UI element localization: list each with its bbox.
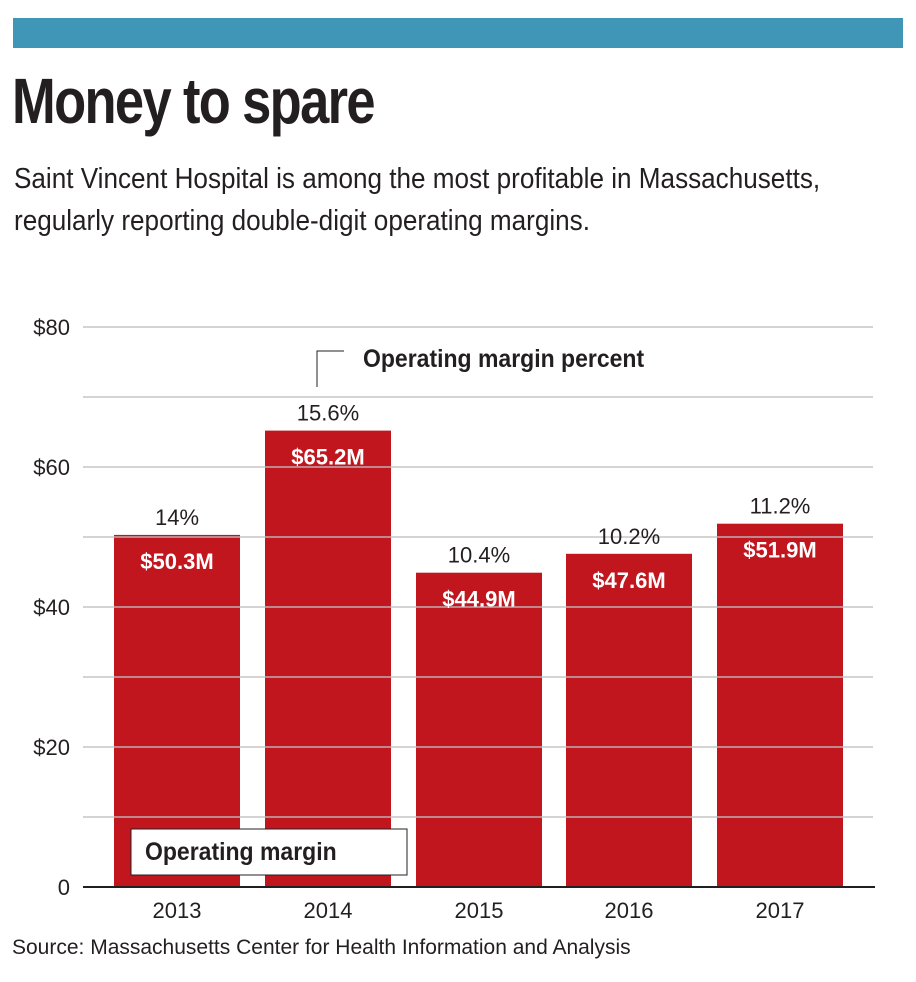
x-tick-label: 2017 <box>756 898 805 923</box>
bar-series-legend: Operating margin <box>130 828 408 876</box>
x-tick-label: 2014 <box>304 898 353 923</box>
percent-label: 11.2% <box>750 494 811 519</box>
y-tick-label: $20 <box>33 735 70 760</box>
y-tick-label: 0 <box>58 875 70 900</box>
gridlines-layer <box>83 326 873 818</box>
y-axis-ticks: 0 $20 $40 $60 $80 <box>33 315 70 900</box>
bar-2013 <box>114 534 240 887</box>
percent-label: 10.2% <box>598 524 660 549</box>
bars-layer <box>114 430 843 887</box>
y-tick-label: $80 <box>33 315 70 340</box>
percent-label: 15.6% <box>297 401 359 426</box>
y-tick-label: $40 <box>33 595 70 620</box>
percent-label: 14% <box>155 505 199 530</box>
bar-value-label: $47.6M <box>592 568 665 593</box>
bar-2016 <box>566 553 692 887</box>
x-tick-label: 2015 <box>455 898 504 923</box>
chart-subtitle: Saint Vincent Hospital is among the most… <box>14 163 821 237</box>
legend-leader-line <box>316 350 344 387</box>
bar-series-legend-label: Operating margin <box>145 838 337 866</box>
bar-value-label: $50.3M <box>140 549 213 574</box>
x-axis-ticks: 2013 2014 2015 2016 2017 <box>153 898 805 923</box>
source-note: Source: Massachusetts Center for Health … <box>12 936 631 959</box>
percent-label: 10.4% <box>448 543 510 568</box>
bar-value-label: $51.9M <box>743 538 816 563</box>
header-color-bar <box>13 18 903 48</box>
y-tick-label: $60 <box>33 455 70 480</box>
bar-labels-layer: $50.3M 14% $65.2M 15.6% $44.9M 10.4% $47.6M 10.… <box>140 401 816 612</box>
percent-series-legend-label: Operating margin percent <box>363 345 644 373</box>
x-tick-label: 2013 <box>153 898 202 923</box>
bar-2017 <box>717 523 843 887</box>
percent-series-legend: Operating margin percent <box>316 345 644 387</box>
bar-value-label: $44.9M <box>442 587 515 612</box>
x-tick-label: 2016 <box>605 898 654 923</box>
chart-title: Money to spare <box>12 65 376 137</box>
bar-2015 <box>416 572 542 887</box>
bar-2014 <box>265 430 391 887</box>
bar-value-label: $65.2M <box>291 445 364 470</box>
